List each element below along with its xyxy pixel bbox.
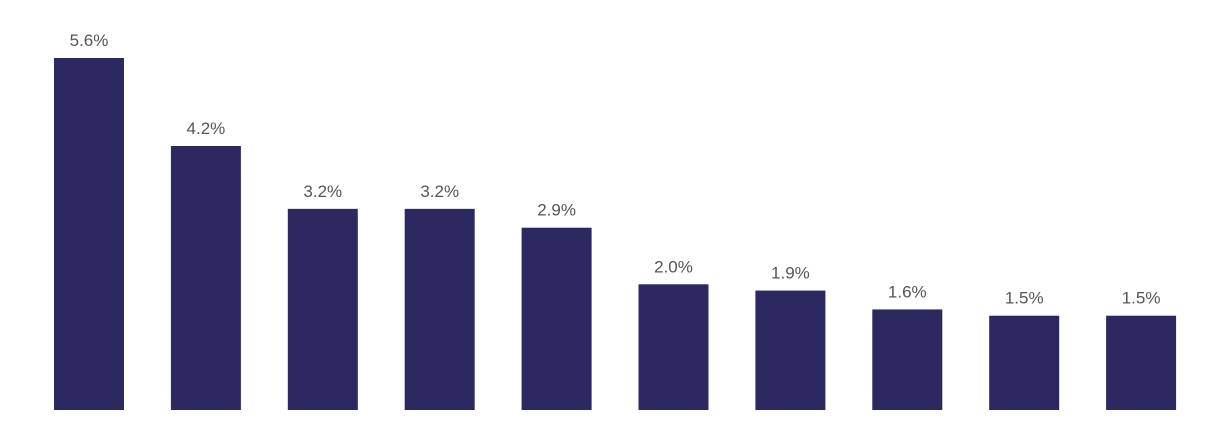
value-label: 1.9% bbox=[771, 264, 810, 283]
value-label: 1.6% bbox=[888, 282, 927, 301]
bar bbox=[638, 284, 709, 410]
bar bbox=[170, 146, 241, 410]
bar bbox=[521, 227, 592, 410]
value-label: 2.9% bbox=[537, 201, 576, 220]
value-label: 1.5% bbox=[1122, 289, 1161, 308]
bar bbox=[404, 208, 475, 410]
value-label: 5.6% bbox=[70, 31, 109, 50]
bar bbox=[1106, 315, 1177, 410]
bar bbox=[872, 309, 943, 410]
bar bbox=[54, 58, 124, 410]
value-label: 3.2% bbox=[303, 182, 342, 201]
value-label: 3.2% bbox=[420, 182, 459, 201]
value-label: 1.5% bbox=[1005, 289, 1044, 308]
value-label: 2.0% bbox=[654, 257, 693, 276]
bar bbox=[287, 208, 358, 410]
value-label: 4.2% bbox=[187, 119, 226, 138]
bar bbox=[755, 290, 826, 410]
bar bbox=[989, 315, 1060, 410]
